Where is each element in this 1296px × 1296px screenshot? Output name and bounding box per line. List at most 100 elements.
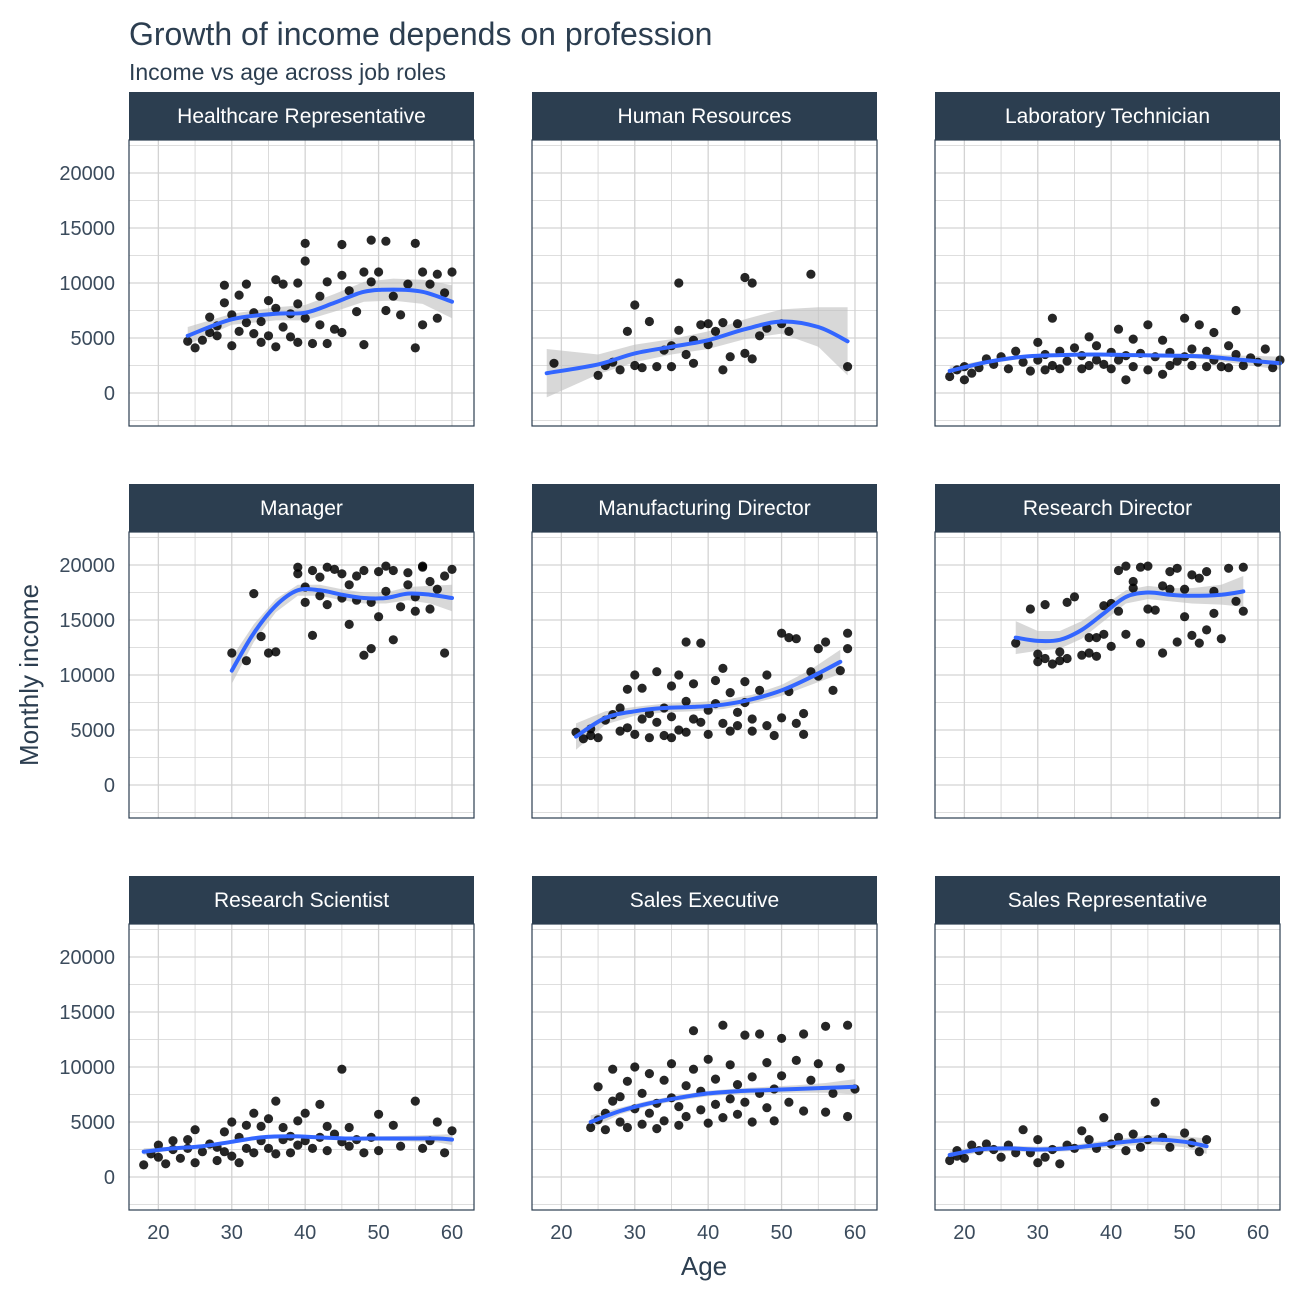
facet-strip [935, 876, 1280, 924]
panel-border [128, 531, 475, 819]
data-point [637, 714, 647, 724]
data-point [1231, 305, 1241, 316]
x-tick-label: 50 [770, 1222, 792, 1244]
data-point [1202, 567, 1212, 577]
data-point [1091, 651, 1102, 661]
data-point [981, 1139, 992, 1149]
data-point [674, 1102, 684, 1112]
data-point [1158, 648, 1168, 658]
facet-panel: Manager 0 5000 10000 15000 20000 [59, 484, 475, 819]
data-point [271, 647, 281, 657]
x-tick-label: 50 [367, 1222, 389, 1244]
data-point [227, 1117, 237, 1127]
data-point [725, 1060, 735, 1070]
data-point [710, 1099, 721, 1109]
x-tick-label: 20 [953, 1222, 975, 1244]
data-point [799, 729, 809, 740]
data-point [959, 1153, 970, 1163]
data-point [374, 267, 384, 277]
data-point [1187, 360, 1197, 371]
data-point [337, 569, 347, 579]
data-point [718, 718, 728, 729]
y-tick-label: 5000 [71, 328, 116, 350]
smooth-line [544, 319, 850, 376]
data-point [688, 358, 699, 368]
smooth-line [185, 287, 454, 338]
data-point [300, 1108, 310, 1118]
data-point [1084, 332, 1094, 342]
data-point [175, 1153, 185, 1163]
y-tick-label: 15000 [59, 610, 115, 632]
facet-panel: Healthcare Representative 0 5000 10000 15000… [59, 92, 475, 427]
data-point [322, 1121, 332, 1131]
data-point [1077, 1126, 1087, 1136]
data-point [777, 628, 787, 638]
smooth-line [947, 1137, 1209, 1157]
data-point [1202, 346, 1212, 356]
data-point [1238, 360, 1248, 371]
data-point [1172, 356, 1182, 366]
data-point [681, 727, 691, 737]
data-point [1238, 606, 1248, 616]
data-point [1018, 357, 1028, 367]
facet-strip-label: Laboratory Technician [1005, 105, 1210, 128]
data-point [359, 650, 369, 660]
data-point [1202, 1135, 1212, 1145]
data-point [293, 1140, 303, 1150]
data-point [996, 1152, 1006, 1162]
data-point [205, 312, 215, 322]
data-point [1238, 562, 1248, 572]
data-point [762, 1058, 772, 1068]
data-point [630, 670, 640, 680]
data-point [1084, 648, 1094, 658]
data-point [1099, 1113, 1109, 1123]
data-point [1216, 362, 1226, 372]
data-point [586, 1122, 596, 1133]
data-point [381, 561, 391, 571]
data-point [374, 1146, 384, 1156]
data-point [652, 717, 662, 727]
data-point [1018, 1125, 1028, 1135]
data-point [1180, 313, 1190, 323]
data-point [1202, 625, 1212, 635]
data-point [403, 568, 413, 578]
facet-strip [935, 92, 1280, 140]
data-point [710, 675, 721, 686]
data-point [388, 291, 398, 301]
data-point [1033, 1135, 1043, 1145]
data-point [315, 291, 325, 301]
data-point [418, 561, 428, 571]
data-point [1187, 630, 1197, 641]
data-point [777, 1033, 787, 1043]
data-point [959, 375, 970, 385]
facet-panels: Healthcare Representative050001000015000… [59, 92, 1285, 1244]
data-point [249, 329, 259, 339]
data-point [403, 580, 413, 590]
data-point [263, 648, 274, 658]
data-point [747, 354, 757, 364]
data-point [652, 1124, 662, 1134]
data-point [740, 272, 750, 283]
data-point [1158, 369, 1168, 379]
data-point [396, 310, 406, 320]
panel-border [531, 139, 878, 427]
x-tick-label: 60 [441, 1222, 463, 1244]
data-point [740, 1030, 750, 1040]
data-point [1040, 365, 1050, 375]
data-point [681, 349, 691, 360]
data-point [674, 325, 684, 335]
data-point [1055, 1159, 1065, 1169]
data-point [212, 1155, 222, 1166]
data-point [359, 340, 369, 350]
data-point [337, 327, 347, 338]
data-point [1062, 597, 1072, 608]
data-point [307, 1143, 318, 1153]
data-point [813, 644, 823, 654]
data-point [681, 1081, 691, 1091]
data-point [1047, 313, 1057, 323]
data-point [637, 1088, 647, 1098]
facet-strip [935, 484, 1280, 532]
data-point [644, 1069, 655, 1079]
data-point [241, 1120, 251, 1130]
data-point [139, 1160, 149, 1170]
